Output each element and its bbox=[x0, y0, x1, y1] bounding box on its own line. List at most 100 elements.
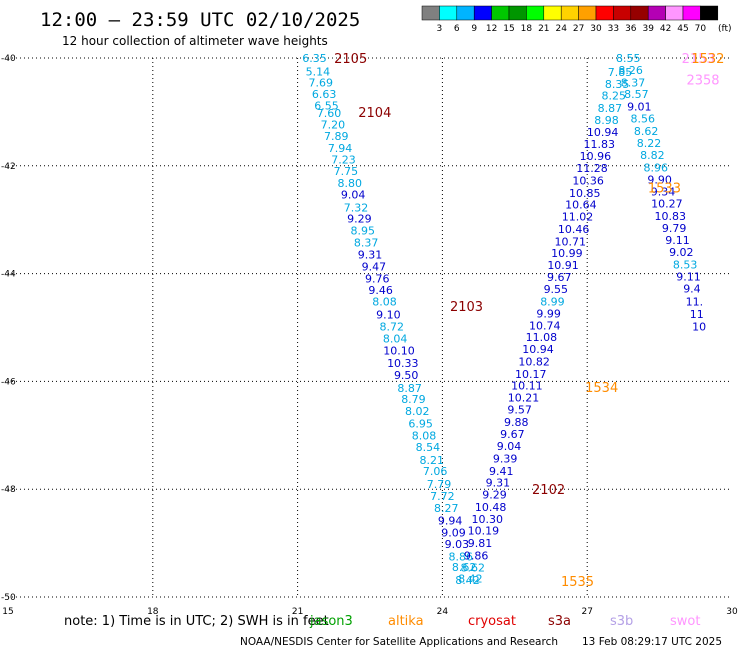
footer-credit: NOAA/NESDIS Center for Satellite Applica… bbox=[240, 636, 558, 648]
wave-height-point: 8.26 bbox=[618, 64, 643, 77]
wave-height-point: 9.4 bbox=[683, 283, 701, 296]
wave-height-point: 9.29 bbox=[347, 213, 372, 226]
colorbar-swatch bbox=[700, 5, 719, 21]
chart-subtitle: 12 hour collection of altimeter wave hei… bbox=[62, 34, 328, 48]
wave-height-point: 9.90 bbox=[647, 173, 672, 186]
wave-height-point: 9.67 bbox=[500, 428, 525, 441]
x-tick-label: 18 bbox=[147, 607, 159, 617]
colorbar-label: 42 bbox=[660, 24, 671, 34]
colorbar-label: 70 bbox=[695, 24, 707, 34]
wave-height-point: 8.02 bbox=[405, 405, 430, 418]
colorbar-swatch bbox=[491, 5, 510, 21]
wave-height-point: 8.42 bbox=[455, 574, 480, 587]
colorbar-label: 3 bbox=[437, 24, 443, 34]
wave-height-point: 8.55 bbox=[616, 52, 641, 65]
colorbar-label: 33 bbox=[608, 24, 619, 34]
wave-height-point: 11.28 bbox=[576, 162, 608, 175]
wave-height-point: 8.21 bbox=[420, 454, 445, 467]
wave-height-point: 10.91 bbox=[547, 259, 579, 272]
x-tick-label: 15 bbox=[2, 607, 13, 617]
colorbar-label: 18 bbox=[521, 24, 533, 34]
wave-height-point: 10.11 bbox=[511, 380, 543, 393]
wave-height-point: 10.83 bbox=[654, 210, 686, 223]
wave-height-point: 7.89 bbox=[324, 130, 349, 143]
footer-note: note: 1) Time is in UTC; 2) SWH is in fe… bbox=[64, 614, 329, 629]
track-label: 2104 bbox=[358, 106, 391, 121]
wave-height-point: 9.88 bbox=[504, 416, 529, 429]
wave-height-point: 8.98 bbox=[594, 114, 619, 127]
colorbar-legend: 3 6 9 12 15 18 21 24 27 30 33 36 39 42 45 70 (ft) bbox=[421, 5, 732, 34]
wave-height-point: 9.09 bbox=[441, 526, 466, 539]
wave-height-point: 9.50 bbox=[394, 369, 419, 382]
wave-height-point: 10.27 bbox=[651, 198, 683, 211]
wave-height-point: 7.60 bbox=[317, 107, 342, 120]
wave-height-point: 8.87 bbox=[598, 102, 623, 115]
wave-height-point: 7.32 bbox=[344, 201, 369, 214]
track-label: 1532 bbox=[691, 52, 724, 67]
wave-height-point: 8.62 bbox=[634, 125, 659, 138]
wave-height-point: 9.31 bbox=[486, 477, 511, 490]
wave-height-point: 8.27 bbox=[434, 502, 459, 515]
colorbar-label: 9 bbox=[471, 24, 477, 34]
colorbar-swatch bbox=[473, 5, 492, 21]
mission-legend: jason3 altika cryosat s3a s3b swot bbox=[309, 614, 700, 629]
colorbar-swatch bbox=[682, 5, 701, 21]
wave-height-point: 8.79 bbox=[401, 393, 426, 406]
colorbar-swatch bbox=[439, 5, 458, 21]
wave-height-point: 10.36 bbox=[572, 174, 604, 187]
colorbar-label: 15 bbox=[503, 24, 514, 34]
wave-height-point: 9.79 bbox=[662, 222, 687, 235]
mission-legend-jason3: jason3 bbox=[309, 614, 353, 629]
wave-height-point: 9.57 bbox=[507, 403, 532, 416]
track-label: 2103 bbox=[450, 300, 483, 315]
wave-height-point: 5.14 bbox=[306, 65, 331, 78]
wave-height-point: 8.62 bbox=[461, 561, 486, 574]
plot-axes: 15 18 21 24 27 30 -40 -42 -44 -46 -48 -50 bbox=[1, 54, 738, 617]
y-tick-label: -42 bbox=[1, 162, 16, 172]
wave-height-point: 7.20 bbox=[321, 118, 346, 131]
x-tick-label: 27 bbox=[581, 607, 592, 617]
wave-height-point: 10.85 bbox=[569, 187, 601, 200]
wave-height-point: 7.79 bbox=[427, 478, 452, 491]
wave-height-point: 8.53 bbox=[673, 258, 698, 271]
wave-height-point: 10.64 bbox=[565, 199, 597, 212]
wave-height-point: 9.01 bbox=[627, 101, 652, 114]
colorbar-swatch bbox=[421, 5, 440, 21]
mission-legend-swot: swot bbox=[670, 614, 700, 629]
colorbar-label: 21 bbox=[538, 24, 549, 34]
wave-height-point: 10.30 bbox=[472, 513, 504, 526]
wave-height-point: 9.04 bbox=[341, 188, 366, 201]
wave-height-point: 11.02 bbox=[562, 210, 594, 223]
wave-height-point: 7.06 bbox=[423, 465, 448, 478]
data-points: 6.355.147.696.636.557.607.207.897.947.23… bbox=[302, 52, 706, 587]
colorbar-swatch bbox=[456, 5, 475, 21]
wave-height-point: 8.80 bbox=[337, 177, 362, 190]
wave-height-point: 8.37 bbox=[354, 236, 379, 249]
track-label: 2105 bbox=[334, 52, 367, 67]
wave-height-point: 9.34 bbox=[651, 186, 676, 199]
wave-height-point: 9.99 bbox=[536, 307, 561, 320]
wave-height-point: 10.82 bbox=[518, 355, 550, 368]
wave-height-point: 10.33 bbox=[387, 357, 419, 370]
wave-height-point: 9.31 bbox=[358, 249, 383, 262]
colorbar-unit: (ft) bbox=[718, 24, 732, 34]
wave-height-point: 10.10 bbox=[383, 345, 415, 358]
colorbar-swatch bbox=[560, 5, 579, 21]
wave-height-point: 9.03 bbox=[445, 538, 470, 551]
wave-height-point: 11. bbox=[686, 296, 704, 309]
colorbar-label: 6 bbox=[454, 24, 460, 34]
wave-height-point: 8.35 bbox=[605, 78, 630, 91]
wave-height-point: 8.54 bbox=[416, 441, 441, 454]
colorbar-label: 24 bbox=[555, 24, 567, 34]
colorbar-swatch bbox=[543, 5, 562, 21]
wave-height-point: 9.55 bbox=[544, 283, 569, 296]
wave-height-point: 8.99 bbox=[540, 296, 565, 309]
x-tick-label: 24 bbox=[437, 607, 449, 617]
wave-height-point: 11.08 bbox=[526, 331, 558, 344]
colorbar-swatch bbox=[578, 5, 597, 21]
wave-height-point: 9.94 bbox=[438, 514, 463, 527]
mission-legend-altika: altika bbox=[388, 614, 424, 629]
wave-height-point: 9.39 bbox=[493, 452, 518, 465]
wave-height-point: 8.08 bbox=[412, 429, 437, 442]
